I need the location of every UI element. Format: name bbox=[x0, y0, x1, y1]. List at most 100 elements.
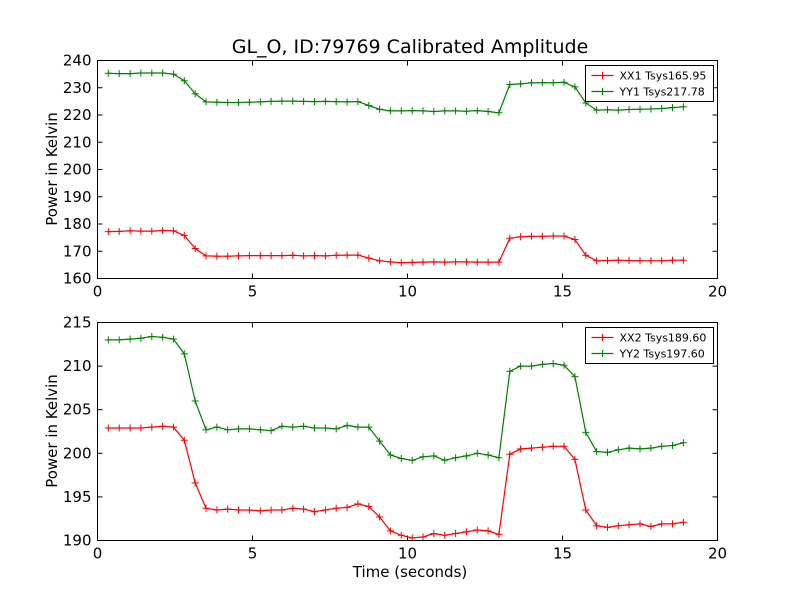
top-y-tick-label: 220 bbox=[63, 106, 92, 124]
bottom-data-point bbox=[560, 442, 568, 450]
bottom-data-point bbox=[658, 442, 666, 450]
bottom-data-point bbox=[169, 423, 177, 431]
top-y-tick-label: 180 bbox=[63, 215, 92, 233]
top-data-point bbox=[419, 107, 427, 115]
top-chart-title: GL_O, ID:79769 Calibrated Amplitude bbox=[232, 36, 589, 58]
bottom-data-point bbox=[669, 520, 676, 528]
bottom-data-point bbox=[235, 506, 242, 514]
top-legend-label: XX1 Tsys165.95 bbox=[620, 70, 707, 83]
top-data-point bbox=[321, 252, 329, 260]
bottom-data-point bbox=[528, 444, 535, 452]
top-x-tick-label: 5 bbox=[248, 283, 258, 301]
bottom-data-point bbox=[430, 530, 438, 537]
bottom-data-point bbox=[224, 426, 232, 434]
top-data-point bbox=[365, 102, 373, 109]
top-data-point bbox=[614, 106, 622, 114]
bottom-y-axis-label: Power in Kelvin bbox=[43, 374, 61, 488]
top-plot-frame bbox=[97, 60, 718, 279]
top-data-point bbox=[636, 105, 644, 113]
bottom-series-line-1 bbox=[108, 425, 684, 539]
top-data-point bbox=[397, 107, 405, 115]
top-data-point bbox=[593, 106, 601, 114]
top-data-point bbox=[571, 83, 579, 91]
bottom-data-point bbox=[343, 503, 351, 511]
bottom-data-point bbox=[169, 335, 177, 343]
top-y-tick-label: 160 bbox=[63, 270, 92, 288]
bottom-legend: XX2 Tsys189.60 YY2 Tsys197.60 bbox=[585, 327, 714, 364]
top-data-point bbox=[625, 106, 633, 113]
bottom-data-point bbox=[191, 479, 199, 487]
top-data-point bbox=[365, 254, 373, 262]
bottom-data-point bbox=[549, 442, 557, 450]
top-data-point bbox=[441, 107, 449, 115]
bottom-data-point bbox=[517, 362, 525, 370]
top-y-tick-label: 190 bbox=[63, 188, 92, 206]
bottom-data-point bbox=[289, 504, 297, 512]
bottom-data-point bbox=[321, 424, 329, 432]
bottom-data-point bbox=[604, 448, 611, 456]
bottom-data-point bbox=[202, 504, 210, 512]
bottom-data-point bbox=[614, 446, 622, 454]
bottom-data-point bbox=[354, 423, 362, 431]
bottom-data-point bbox=[658, 520, 666, 528]
top-data-point bbox=[582, 251, 590, 259]
bottom-y-tick-label: 210 bbox=[63, 357, 92, 375]
bottom-x-tick-label: 0 bbox=[93, 545, 103, 563]
top-data-point bbox=[235, 252, 242, 260]
top-data-point bbox=[180, 77, 188, 85]
top-data-point bbox=[604, 106, 611, 114]
top-data-point bbox=[473, 107, 481, 115]
top-data-point bbox=[191, 90, 199, 98]
top-y-tick-label: 230 bbox=[63, 79, 92, 97]
top-x-tick-label: 20 bbox=[708, 283, 727, 301]
top-data-point bbox=[462, 107, 470, 115]
bottom-data-point bbox=[180, 436, 188, 444]
bottom-data-point bbox=[593, 522, 601, 530]
bottom-legend-box bbox=[585, 327, 714, 364]
bottom-data-point bbox=[256, 507, 264, 515]
top-y-tick-label: 200 bbox=[63, 161, 92, 179]
top-data-point bbox=[528, 79, 535, 87]
bottom-data-point bbox=[332, 504, 340, 512]
bottom-data-point bbox=[137, 334, 145, 342]
bottom-x-axis-label: Time (seconds) bbox=[352, 563, 468, 581]
top-data-point bbox=[191, 245, 199, 252]
bottom-data-point bbox=[311, 508, 318, 516]
bottom-data-point bbox=[148, 423, 156, 431]
top-data-point bbox=[224, 252, 232, 260]
bottom-panel: Power in Kelvin Time (seconds) 0 5 10 15 20 1… bbox=[43, 314, 727, 582]
top-series-line-2 bbox=[108, 72, 684, 114]
top-data-point bbox=[419, 258, 427, 266]
top-y-tick-label: 210 bbox=[63, 133, 92, 151]
bottom-data-point bbox=[289, 423, 297, 431]
top-data-point bbox=[473, 258, 481, 266]
top-data-point bbox=[593, 257, 601, 265]
bottom-data-point bbox=[408, 456, 416, 464]
bottom-data-point bbox=[278, 422, 286, 430]
top-data-point bbox=[669, 104, 676, 112]
top-data-point bbox=[137, 69, 145, 77]
top-legend: XX1 Tsys165.95 YY1 Tsys217.78 bbox=[585, 65, 714, 102]
bottom-data-point bbox=[278, 506, 286, 514]
top-data-point bbox=[169, 70, 177, 78]
top-data-point bbox=[343, 98, 351, 106]
top-data-point bbox=[386, 107, 394, 115]
bottom-data-point bbox=[224, 505, 232, 513]
top-data-point bbox=[538, 232, 546, 240]
bottom-data-point bbox=[669, 442, 676, 449]
top-data-point bbox=[571, 236, 579, 243]
bottom-data-point bbox=[625, 444, 633, 452]
top-data-point bbox=[430, 108, 438, 115]
bottom-y-tick-label: 205 bbox=[63, 401, 92, 419]
top-data-point bbox=[658, 105, 666, 112]
bottom-data-point bbox=[538, 360, 546, 368]
bottom-data-point bbox=[202, 426, 210, 434]
top-data-point bbox=[213, 252, 221, 260]
bottom-data-point bbox=[159, 333, 167, 341]
bottom-data-point bbox=[213, 506, 221, 514]
top-data-point bbox=[159, 69, 167, 77]
bottom-data-point bbox=[267, 427, 275, 435]
bottom-data-point bbox=[235, 425, 242, 433]
bottom-data-point bbox=[115, 336, 123, 344]
